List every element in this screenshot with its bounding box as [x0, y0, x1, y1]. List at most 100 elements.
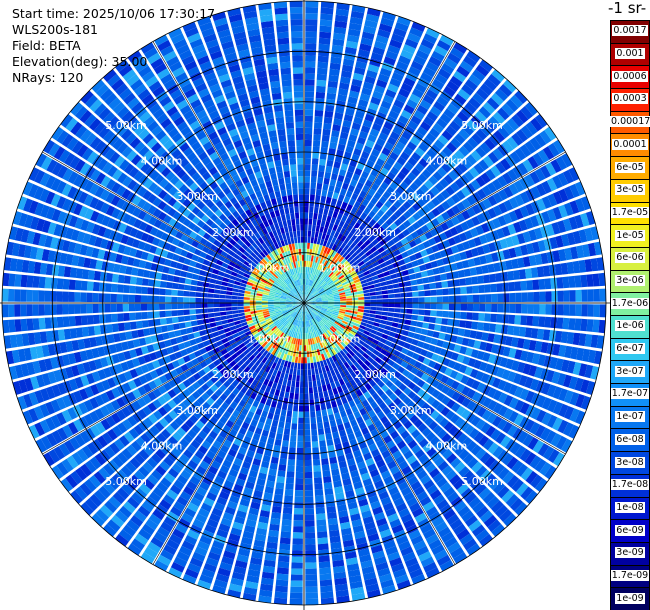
- range-gate: [417, 355, 426, 363]
- range-gate: [552, 417, 563, 431]
- range-gate: [290, 349, 294, 357]
- range-gate: [289, 392, 295, 400]
- range-gate: [362, 515, 374, 525]
- range-gate: [351, 347, 358, 354]
- range-gate: [466, 154, 477, 166]
- range-gate: [318, 264, 323, 271]
- range-gate: [282, 513, 292, 521]
- range-gate: [433, 101, 446, 112]
- range-gate: [503, 293, 510, 303]
- range-gate: [393, 176, 403, 186]
- range-gate: [473, 236, 482, 247]
- range-gate: [561, 233, 570, 247]
- range-gate: [404, 319, 412, 326]
- range-gate: [393, 350, 401, 357]
- range-gate: [320, 13, 333, 21]
- range-gate: [519, 144, 532, 158]
- range-gate: [159, 303, 166, 310]
- range-gate: [398, 136, 409, 146]
- range-gate: [370, 96, 381, 106]
- range-gate: [322, 333, 327, 340]
- range-gate: [312, 453, 320, 460]
- range-gate: [299, 393, 304, 400]
- range-gate: [468, 428, 480, 439]
- range-gate: [227, 283, 234, 288]
- range-gate: [317, 55, 329, 63]
- range-gate: [290, 580, 303, 587]
- range-gate: [299, 320, 302, 327]
- range-gate: [309, 200, 315, 207]
- range-gate: [522, 231, 532, 243]
- range-gate: [387, 44, 401, 55]
- range-gate: [552, 191, 563, 205]
- range-gate: [332, 267, 338, 273]
- range-gate: [418, 309, 425, 316]
- range-gate: [341, 201, 348, 209]
- range-gate: [86, 292, 93, 302]
- range-gate: [422, 357, 431, 366]
- range-gate: [508, 410, 519, 423]
- range-gate: [430, 296, 437, 303]
- range-gate: [464, 170, 475, 182]
- range-gate: [507, 223, 517, 235]
- range-gate: [401, 130, 412, 141]
- range-gate: [363, 312, 370, 317]
- range-gate: [447, 342, 456, 351]
- range-gate: [310, 182, 317, 189]
- range-gate: [434, 549, 448, 561]
- range-gate: [299, 387, 304, 394]
- range-gate: [320, 378, 326, 386]
- range-gate: [364, 521, 376, 531]
- range-gate: [327, 209, 334, 217]
- range-gate: [360, 236, 368, 243]
- range-gate: [428, 420, 439, 431]
- range-gate: [195, 286, 203, 292]
- range-gate: [321, 189, 328, 197]
- range-gate: [387, 359, 395, 367]
- range-gate: [364, 193, 373, 202]
- range-gate: [342, 58, 355, 67]
- range-gate: [322, 282, 328, 288]
- range-gate: [414, 162, 425, 173]
- range-gate: [418, 453, 429, 464]
- range-gate: [420, 72, 433, 83]
- range-gate: [207, 312, 215, 318]
- range-gate: [237, 303, 244, 307]
- range-gate: [341, 527, 352, 536]
- range-gate: [541, 382, 551, 395]
- range-gate: [86, 281, 94, 291]
- range-gate: [326, 254, 331, 261]
- range-gate: [498, 202, 508, 214]
- range-gate: [304, 176, 310, 183]
- range-gate: [360, 472, 371, 481]
- range-gate: [451, 205, 461, 215]
- range-gate: [497, 467, 510, 480]
- range-gate: [354, 333, 362, 339]
- range-gate: [315, 276, 319, 282]
- range-gate: [505, 493, 519, 507]
- range-gate: [336, 212, 343, 221]
- range-gate: [402, 228, 411, 237]
- range-gate: [177, 297, 184, 303]
- range-gate: [332, 259, 338, 266]
- range-gate: [465, 347, 473, 357]
- range-gate: [304, 393, 309, 400]
- range-gate: [329, 327, 336, 333]
- range-gate: [354, 487, 365, 496]
- range-gate: [367, 320, 374, 326]
- range-gate: [313, 212, 318, 220]
- range-gate: [305, 520, 315, 527]
- range-gate: [243, 586, 258, 596]
- range-gate: [99, 282, 106, 292]
- range-gate: [325, 338, 331, 345]
- range-gate: [335, 589, 349, 598]
- range-gate: [382, 303, 389, 307]
- range-gate: [555, 156, 568, 171]
- range-gate: [598, 319, 606, 334]
- range-gate: [331, 348, 337, 356]
- range-gate: [143, 269, 151, 278]
- range-gate: [50, 304, 57, 316]
- range-gate: [393, 99, 405, 109]
- range-gate: [409, 182, 419, 192]
